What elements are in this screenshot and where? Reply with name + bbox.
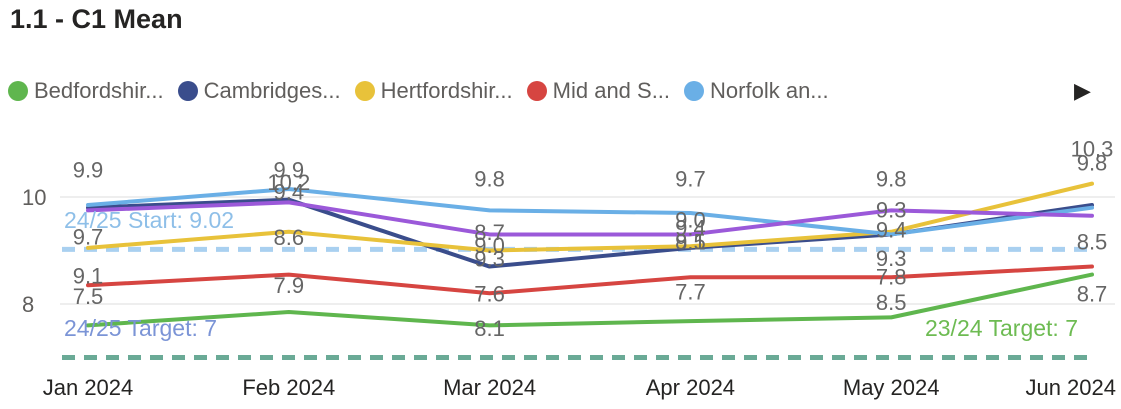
data-label: 9.4: [876, 218, 907, 243]
data-label: 9.8: [474, 166, 505, 191]
data-label: 9.1: [675, 229, 706, 254]
x-tick-label: Jun 2024: [1025, 375, 1116, 400]
data-label: 8.5: [876, 290, 907, 315]
x-tick-label: Jan 2024: [43, 375, 134, 400]
data-label: 7.9: [274, 273, 305, 298]
data-label: 8.7: [1077, 281, 1108, 306]
data-label: 7.8: [876, 265, 907, 290]
data-label: 9.8: [1077, 150, 1108, 175]
data-label: 9.7: [73, 225, 104, 250]
line-chart: 10824/25 Start: 9.0224/25 Target: 7 23/24…: [0, 0, 1121, 409]
data-label: 7.6: [474, 281, 505, 306]
data-label: 9.8: [876, 166, 907, 191]
data-label: 8.5: [1077, 229, 1108, 254]
data-label: 7.7: [675, 280, 706, 305]
x-tick-label: Apr 2024: [646, 375, 735, 400]
y-tick-label: 8: [22, 292, 34, 317]
data-label: 9.0: [474, 233, 505, 258]
reference-line-label: 23/24 Target: 7: [925, 315, 1078, 341]
x-tick-label: Feb 2024: [242, 375, 335, 400]
series-line: [88, 267, 1092, 294]
data-label: 10.2: [267, 170, 310, 195]
data-label: 8.1: [474, 316, 505, 341]
x-tick-label: Mar 2024: [443, 375, 536, 400]
x-tick-label: May 2024: [843, 375, 940, 400]
reference-line-label: 24/25 Target: 7: [64, 315, 217, 341]
y-tick-label: 10: [22, 185, 46, 210]
data-label: 9.9: [73, 158, 104, 183]
data-label: 9.7: [675, 166, 706, 191]
data-label: 8.6: [274, 225, 305, 250]
data-label: 7.5: [73, 284, 104, 309]
